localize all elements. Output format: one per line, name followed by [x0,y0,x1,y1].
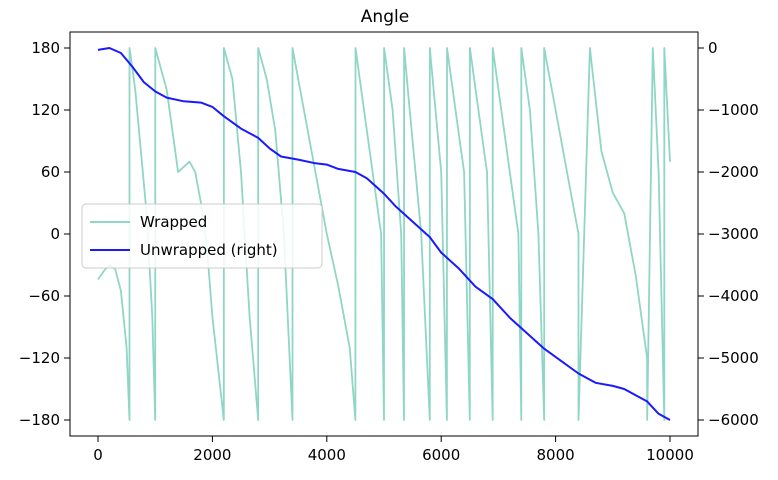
y-right-tick-label: −5000 [708,349,759,367]
y-right-tick-label: −2000 [708,163,759,181]
x-tick-label: 4000 [308,446,346,464]
x-tick-label: 10000 [646,446,694,464]
y-right-tick-label: −6000 [708,411,759,429]
x-tick-label: 2000 [193,446,231,464]
y-right-tick-label: −3000 [708,225,759,243]
y-right-tick-label: −4000 [708,287,759,305]
legend-label: Wrapped [140,213,207,231]
legend-box [81,203,323,269]
series-line-unwrapped [97,47,671,421]
legend-label: Unwrapped (right) [140,241,278,259]
y-right-tick-label: 0 [708,39,718,57]
y-left-tick-label: −60 [28,287,60,305]
x-tick-label: 6000 [422,446,460,464]
y-left-tick-label: 0 [50,225,60,243]
chart-title: Angle [361,7,409,27]
series-line-wrapped [97,47,671,421]
legend: Wrapped Unwrapped (right) [81,203,323,269]
y-right-tick-label: −1000 [708,101,759,119]
y-left-tick-label: 120 [31,101,60,119]
y-left-tick-label: 180 [31,39,60,57]
x-tick-label: 8000 [537,446,575,464]
y-left-tick-label: −180 [19,411,60,429]
x-tick-label: 0 [93,446,103,464]
y-left-tick-label: 60 [41,163,60,181]
y-left-tick-label: −120 [19,349,60,367]
